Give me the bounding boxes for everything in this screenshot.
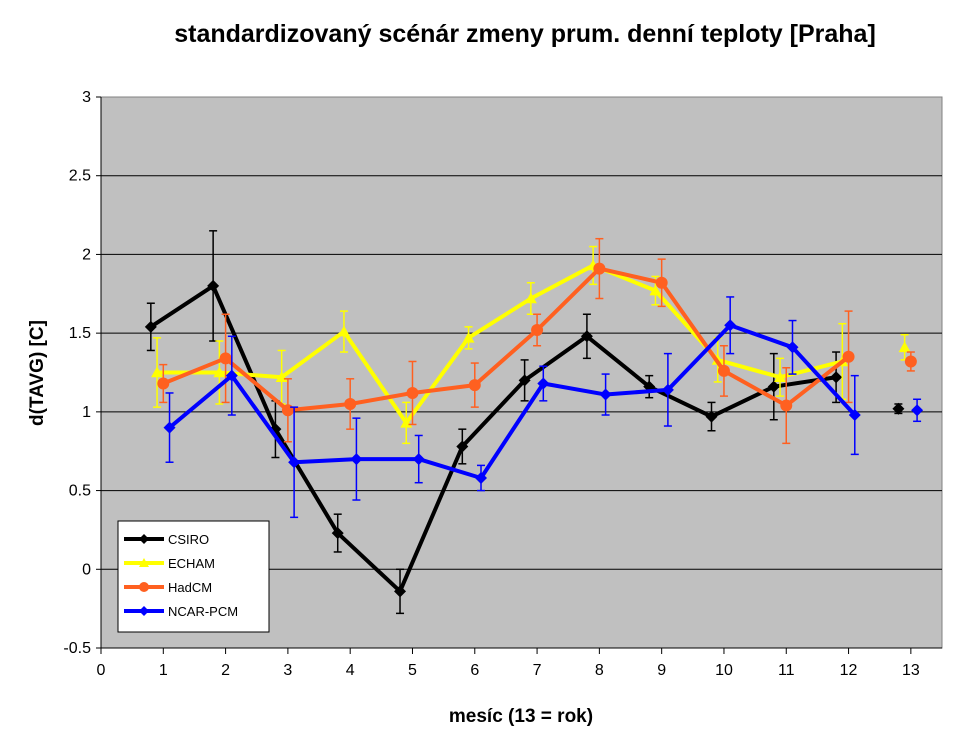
x-tick-label: 1 [159, 662, 168, 679]
series-line-csiro [149, 283, 837, 594]
data-point-ncar-pcm [288, 456, 301, 469]
legend-label-ncar-pcm: NCAR-PCM [168, 604, 238, 619]
y-tick-label: -0.5 [63, 640, 91, 657]
data-point-echam [462, 331, 475, 343]
x-tick-label: 13 [902, 662, 920, 679]
x-tick-label: 12 [840, 662, 858, 679]
y-tick-label: 1.5 [69, 325, 91, 342]
y-tick-label: 2 [82, 246, 91, 263]
data-point-hadcm [219, 352, 232, 365]
data-point-ncar-pcm [225, 369, 238, 382]
data-point-hadcm [157, 377, 170, 390]
data-point-hadcm [655, 276, 668, 289]
y-tick-label: 3 [82, 89, 91, 106]
y-tick-label: 1 [82, 404, 91, 421]
data-point-csiro [830, 371, 843, 384]
data-point-echam [649, 284, 662, 296]
data-point-csiro [767, 380, 780, 393]
data-point-ncar-pcm [848, 409, 861, 422]
chart-title: standardizovaný scénár zmeny prum. denní… [174, 20, 876, 48]
series-hadcm [157, 237, 917, 445]
series-line-echam [157, 263, 843, 425]
data-point-echam [151, 366, 164, 378]
x-tick-label: 11 [778, 662, 795, 679]
annual-point-csiro [892, 402, 905, 415]
x-tick-label: 9 [657, 662, 666, 679]
data-point-ncar-pcm [350, 453, 363, 466]
x-tick-label: 6 [470, 662, 479, 679]
x-tick-label: 4 [346, 662, 355, 679]
x-tick-label: 3 [283, 662, 292, 679]
data-point-csiro [144, 320, 157, 333]
data-point-hadcm [344, 397, 357, 410]
data-point-csiro [394, 585, 407, 598]
data-point-ncar-pcm [661, 383, 674, 396]
data-point-ncar-pcm [475, 471, 488, 484]
grid-lines [101, 175, 942, 570]
series-layer [144, 230, 924, 615]
data-point-ncar-pcm [412, 453, 425, 466]
data-point-ncar-pcm [163, 421, 176, 434]
series-line-hadcm [162, 266, 850, 413]
data-point-ncar-pcm [537, 377, 550, 390]
x-tick-label: 2 [221, 662, 230, 679]
annual-point-ncar-pcm [911, 404, 924, 417]
legend-marker-ncar-pcm [139, 606, 149, 616]
data-point-hadcm [281, 404, 294, 417]
axes: -0.500.511.522.530 1 2 3 4 5 6 7 8 9 10 11 12 13 [63, 89, 942, 679]
x-tick-label: 7 [533, 662, 542, 679]
series-csiro [144, 230, 905, 615]
data-point-csiro [705, 410, 718, 423]
annual-point-echam [898, 341, 911, 353]
data-point-echam [213, 366, 226, 378]
data-point-echam [524, 292, 537, 304]
data-point-echam [774, 371, 787, 383]
data-point-csiro [207, 279, 220, 292]
y-tick-label: 0.5 [69, 483, 91, 500]
legend-label-csiro: CSIRO [168, 532, 209, 547]
legend-marker-csiro [139, 534, 149, 544]
x-tick-label: 10 [715, 662, 733, 679]
data-point-csiro [580, 330, 593, 343]
data-point-csiro [456, 440, 469, 453]
data-point-hadcm [531, 323, 544, 336]
x-tick-label: 5 [408, 662, 417, 679]
x-axis-title: mesíc (13 = rok) [449, 706, 593, 727]
annual-point-hadcm [904, 355, 917, 368]
data-point-csiro [331, 527, 344, 540]
series-line-ncar-pcm [168, 323, 857, 480]
legend: CSIRO ECHAM HadCM NCAR-PCM [117, 520, 270, 633]
legend-marker-hadcm [139, 582, 149, 592]
data-point-hadcm [593, 262, 606, 275]
data-point-csiro [518, 374, 531, 387]
legend-marker-echam [139, 558, 149, 567]
y-tick-label: 0 [82, 561, 91, 578]
data-point-hadcm [406, 386, 419, 399]
data-point-hadcm [717, 364, 730, 377]
y-tick-label: 2.5 [69, 168, 91, 185]
data-point-ncar-pcm [599, 388, 612, 401]
x-tick-label: 8 [595, 662, 604, 679]
series-ncar-pcm [163, 296, 924, 519]
legend-label-echam: ECHAM [168, 556, 215, 571]
data-point-hadcm [780, 399, 793, 412]
data-point-ncar-pcm [724, 319, 737, 332]
data-point-echam [337, 325, 350, 337]
data-point-hadcm [842, 350, 855, 363]
x-tick-label: 0 [97, 662, 106, 679]
y-axis-title: d(TAVG) [C] [27, 320, 48, 426]
data-point-ncar-pcm [786, 341, 799, 354]
legend-label-hadcm: HadCM [168, 580, 212, 595]
data-point-hadcm [468, 379, 481, 392]
